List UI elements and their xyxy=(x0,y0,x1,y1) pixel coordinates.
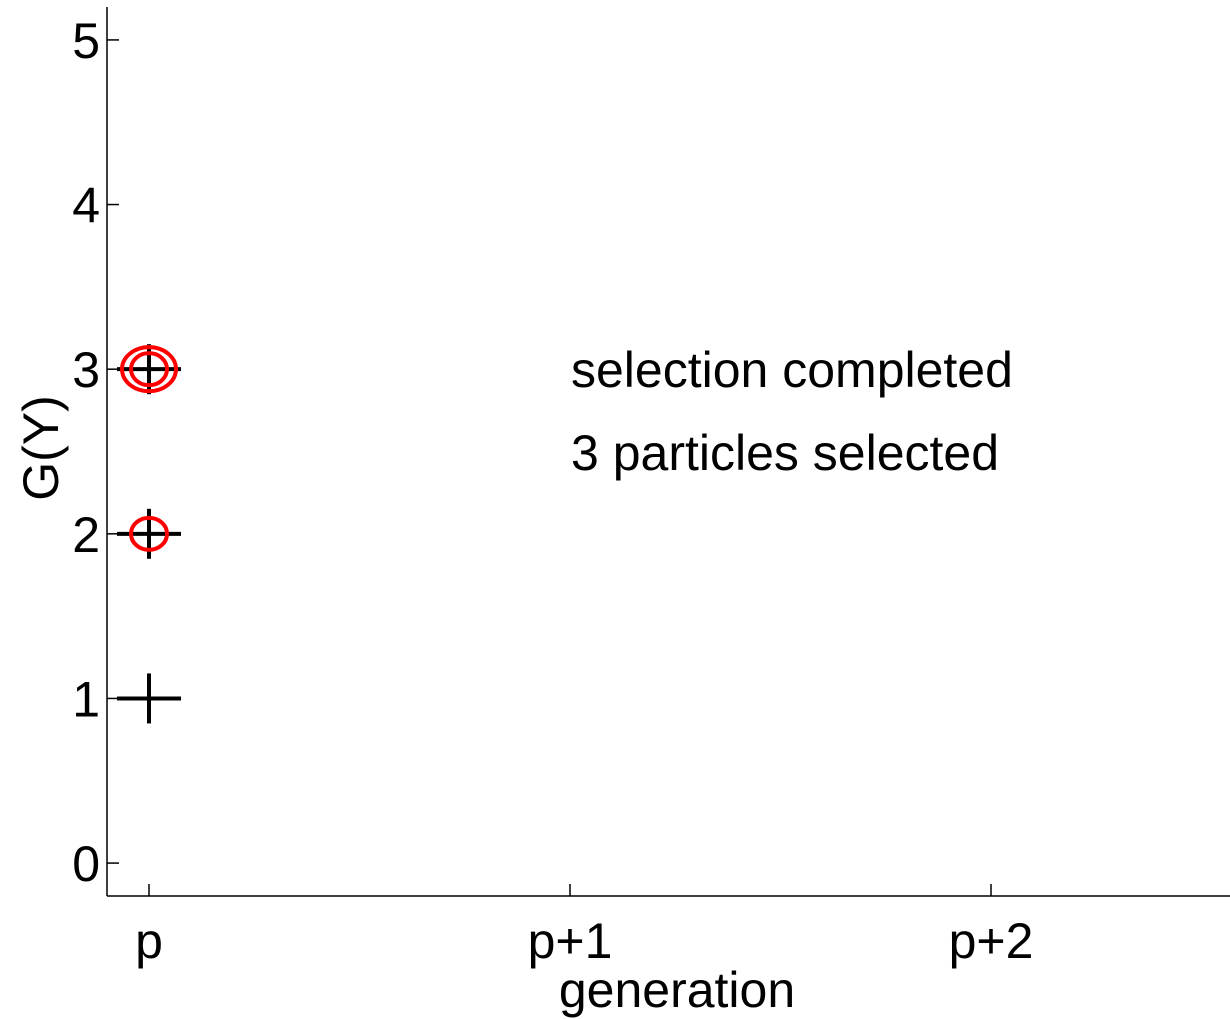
y-axis-label: G(Y) xyxy=(13,395,69,501)
x-tick-label-2: p+2 xyxy=(949,913,1034,969)
y-tick-label-4: 4 xyxy=(72,178,100,234)
circle-marker-1-1 xyxy=(120,345,178,394)
x-axis-label: generation xyxy=(559,962,795,1018)
plus-marker-0 xyxy=(117,673,181,724)
y-tick-label-1: 1 xyxy=(72,671,100,727)
circle-marker-1-0 xyxy=(129,351,169,388)
axes xyxy=(106,7,1230,897)
annotation-selection-completed: selection completed xyxy=(571,342,1013,398)
y-tick-label-3: 3 xyxy=(72,342,100,398)
y-tick-label-2: 2 xyxy=(72,507,100,563)
circle-marker-0-0 xyxy=(129,515,169,552)
annotation-particles-selected: 3 particles selected xyxy=(571,425,999,481)
x-tick-label-0: p xyxy=(135,913,163,969)
x-tick-label-1: p+1 xyxy=(528,913,613,969)
y-tick-label-0: 0 xyxy=(72,836,100,892)
y-tick-label-5: 5 xyxy=(72,13,100,69)
data-marks xyxy=(117,344,181,724)
x-ticks: p p+1 p+2 xyxy=(135,884,1033,969)
annotations: selection completed 3 particles selected xyxy=(571,342,1013,481)
y-ticks: 0 1 2 3 4 5 xyxy=(72,13,119,892)
